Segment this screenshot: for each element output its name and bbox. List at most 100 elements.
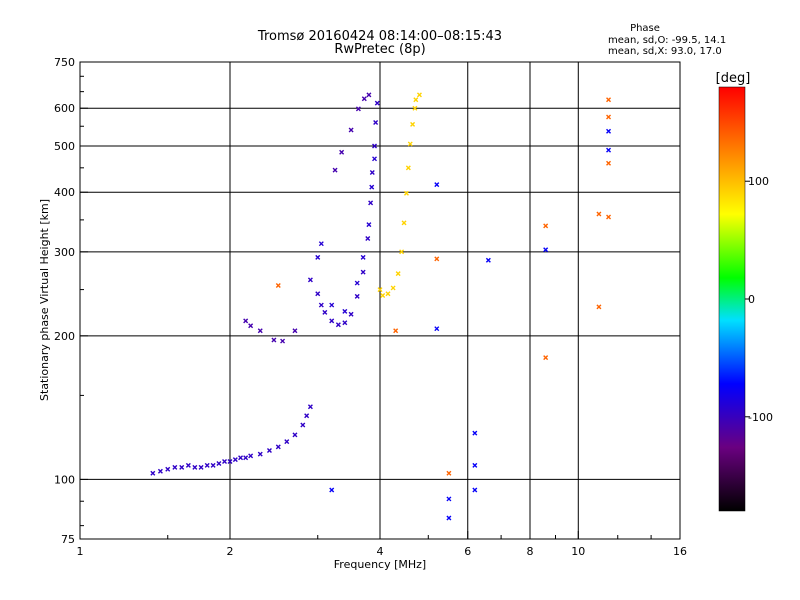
data-point [292,432,298,438]
colorbar-label: [deg] [716,71,751,86]
data-point [280,338,286,344]
data-point [596,211,602,217]
data-point [185,462,191,468]
data-point [434,256,440,262]
data-point [248,323,254,329]
data-point [543,247,549,253]
x-tick-label: 16 [673,545,687,558]
y-tick-label: 500 [54,140,75,153]
data-point [204,462,210,468]
data-point [243,318,249,324]
gridlines [80,62,680,539]
y-axis-label: Stationary phase Virtual Height [km] [38,199,51,401]
data-point [405,165,411,171]
data-point [232,457,238,463]
data-point [372,156,378,162]
data-points [150,92,612,521]
data-point [157,468,163,474]
data-point [366,92,372,98]
data-point [360,254,366,260]
data-point [372,143,378,149]
data-point [227,459,233,465]
data-point [606,160,612,166]
phase-box-x-stats: mean, sd,X: 93.0, 17.0 [608,46,722,57]
data-point [369,184,375,190]
data-point [329,302,335,308]
data-point [606,214,612,220]
x-tick-label: 10 [571,545,585,558]
data-point [304,413,310,419]
data-point [606,128,612,134]
data-point [315,254,321,260]
data-point [606,114,612,120]
data-point [369,169,375,175]
data-point [342,308,348,314]
y-tick-label: 100 [54,473,75,486]
data-point [355,106,361,112]
data-point [354,293,360,299]
data-point [275,282,281,288]
x-tick-label: 2 [227,545,234,558]
x-tick-label: 4 [377,545,384,558]
data-point [407,141,413,147]
data-point [360,269,366,275]
y-tick-label: 200 [54,330,75,343]
data-point [275,444,281,450]
x-tick-label: 8 [527,545,534,558]
data-point [446,496,452,502]
y-tick-label: 400 [54,186,75,199]
phase-box-title: Phase [630,23,660,34]
data-point [543,223,549,229]
data-point [179,464,185,470]
colorbar [718,86,746,512]
data-point [410,121,416,127]
data-point [342,320,348,326]
data-point [300,422,306,428]
data-point [332,167,338,173]
data-point [368,200,374,206]
data-point [413,97,419,103]
data-point [373,120,379,126]
data-point [393,328,399,334]
data-point [335,322,341,328]
data-point [318,302,324,308]
data-point [329,318,335,324]
data-point [271,337,277,343]
data-point [366,222,372,228]
data-point [292,328,298,334]
data-point [243,455,249,461]
data-point [472,487,478,493]
y-axis: 75 100 200 300 400 500 600 750 [54,56,88,546]
colorbar-tick-label: 100 [748,175,769,188]
data-point [446,470,452,476]
data-point [348,127,354,133]
data-point [198,464,204,470]
x-tick-label: 1 [77,545,84,558]
data-point [257,328,263,334]
data-point [216,460,222,466]
y-tick-label: 600 [54,102,75,115]
data-point [434,182,440,188]
data-point [390,285,396,291]
data-point [403,190,409,196]
y-tick-label: 75 [61,533,75,546]
data-point [485,257,491,263]
phase-box-o-stats: mean, sd,O: -99.5, 14.1 [608,35,726,46]
data-point [416,92,422,98]
chart-title: Tromsø 20160424 08:14:00–08:15:43 [257,29,502,44]
data-point [399,249,405,255]
data-point [395,271,401,277]
data-point [401,220,407,226]
data-point [222,459,228,465]
data-point [434,326,440,332]
data-point [322,309,328,315]
y-tick-label: 750 [54,56,75,69]
data-point [446,515,452,521]
colorbar-ticks: 100 0 -100 [745,175,773,424]
data-point [377,287,383,293]
data-point [606,97,612,103]
data-point [380,292,386,298]
data-point [543,355,549,361]
data-point [257,451,263,457]
chart-subtitle: RwPretec (8p) [334,42,425,57]
